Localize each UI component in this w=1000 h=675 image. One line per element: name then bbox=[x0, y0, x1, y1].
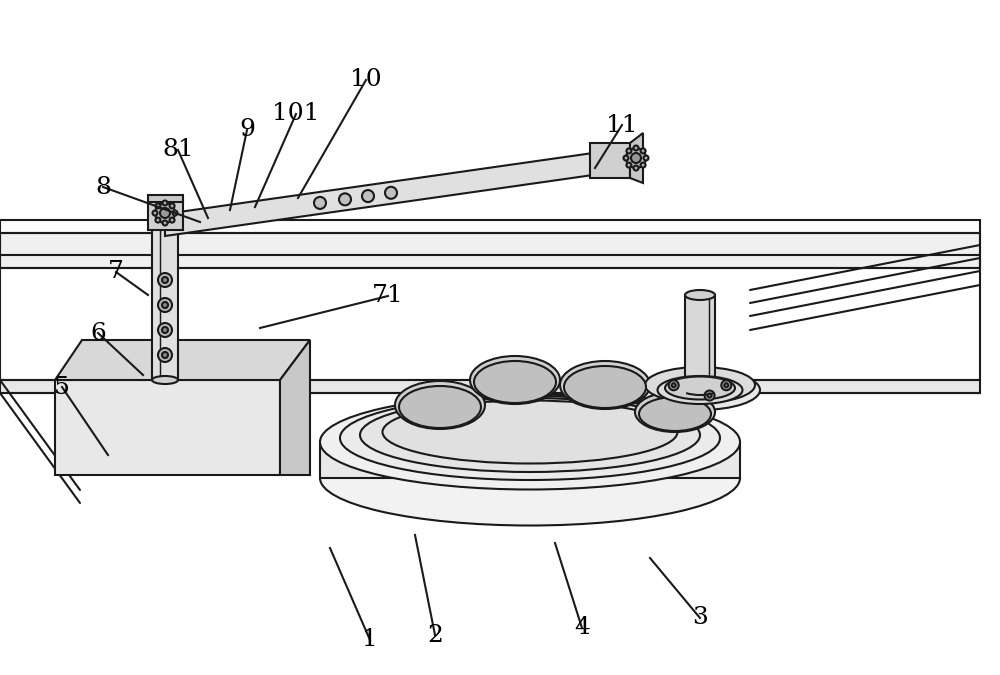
Ellipse shape bbox=[640, 370, 760, 410]
Text: 5: 5 bbox=[54, 375, 70, 398]
Circle shape bbox=[641, 163, 646, 167]
Circle shape bbox=[162, 277, 168, 283]
Polygon shape bbox=[590, 143, 630, 178]
Ellipse shape bbox=[320, 394, 740, 489]
Circle shape bbox=[160, 208, 170, 218]
Circle shape bbox=[634, 146, 639, 151]
Circle shape bbox=[721, 380, 731, 390]
Ellipse shape bbox=[645, 367, 755, 403]
Circle shape bbox=[162, 327, 168, 333]
Text: 81: 81 bbox=[162, 138, 194, 161]
Circle shape bbox=[162, 221, 168, 225]
Circle shape bbox=[339, 193, 351, 205]
Ellipse shape bbox=[685, 380, 715, 390]
Ellipse shape bbox=[152, 196, 178, 204]
Circle shape bbox=[385, 187, 397, 199]
Text: 101: 101 bbox=[272, 103, 320, 126]
Polygon shape bbox=[280, 340, 310, 475]
Text: 7: 7 bbox=[108, 261, 124, 284]
Circle shape bbox=[170, 217, 175, 223]
Polygon shape bbox=[320, 442, 740, 478]
Circle shape bbox=[162, 200, 168, 205]
Polygon shape bbox=[148, 200, 183, 230]
Circle shape bbox=[669, 380, 679, 390]
Circle shape bbox=[644, 155, 648, 161]
Circle shape bbox=[314, 197, 326, 209]
Circle shape bbox=[631, 153, 641, 163]
Ellipse shape bbox=[665, 377, 735, 400]
Circle shape bbox=[362, 190, 374, 202]
Text: 6: 6 bbox=[90, 321, 106, 344]
Ellipse shape bbox=[395, 381, 485, 429]
Ellipse shape bbox=[474, 361, 556, 403]
Text: 9: 9 bbox=[239, 119, 255, 142]
Circle shape bbox=[158, 273, 172, 287]
Circle shape bbox=[708, 394, 712, 398]
Ellipse shape bbox=[685, 290, 715, 300]
Circle shape bbox=[158, 348, 172, 362]
Ellipse shape bbox=[382, 400, 678, 464]
Ellipse shape bbox=[564, 366, 646, 408]
Polygon shape bbox=[148, 195, 183, 202]
Polygon shape bbox=[0, 233, 980, 268]
Text: 8: 8 bbox=[95, 176, 111, 198]
Circle shape bbox=[162, 302, 168, 308]
Circle shape bbox=[705, 391, 715, 400]
Circle shape bbox=[158, 323, 172, 337]
Text: 11: 11 bbox=[606, 113, 638, 136]
Circle shape bbox=[170, 203, 175, 209]
Ellipse shape bbox=[360, 398, 700, 472]
Text: 10: 10 bbox=[350, 68, 382, 92]
Circle shape bbox=[162, 352, 168, 358]
Ellipse shape bbox=[340, 396, 720, 480]
Circle shape bbox=[155, 203, 160, 209]
Ellipse shape bbox=[399, 386, 481, 428]
Circle shape bbox=[155, 217, 160, 223]
Text: 3: 3 bbox=[692, 607, 708, 630]
Circle shape bbox=[158, 298, 172, 312]
Ellipse shape bbox=[470, 356, 560, 404]
Text: 1: 1 bbox=[362, 628, 378, 651]
Ellipse shape bbox=[560, 361, 650, 409]
Circle shape bbox=[173, 211, 178, 215]
Polygon shape bbox=[152, 200, 178, 380]
Circle shape bbox=[624, 155, 629, 161]
Circle shape bbox=[641, 148, 646, 153]
Ellipse shape bbox=[658, 376, 742, 404]
Text: 2: 2 bbox=[427, 624, 443, 647]
Ellipse shape bbox=[320, 431, 740, 526]
Circle shape bbox=[634, 165, 639, 171]
Polygon shape bbox=[55, 340, 310, 380]
Polygon shape bbox=[165, 152, 600, 236]
Polygon shape bbox=[630, 133, 643, 183]
Text: 71: 71 bbox=[372, 284, 404, 308]
Circle shape bbox=[672, 383, 676, 387]
Circle shape bbox=[626, 148, 631, 153]
Circle shape bbox=[155, 203, 175, 223]
Ellipse shape bbox=[152, 376, 178, 384]
Polygon shape bbox=[0, 380, 980, 393]
Polygon shape bbox=[55, 380, 280, 475]
Circle shape bbox=[152, 211, 158, 215]
Polygon shape bbox=[685, 295, 715, 385]
Text: 4: 4 bbox=[574, 616, 590, 639]
Circle shape bbox=[626, 163, 631, 167]
Ellipse shape bbox=[635, 392, 715, 432]
Ellipse shape bbox=[639, 397, 711, 431]
Circle shape bbox=[626, 148, 646, 168]
Circle shape bbox=[724, 383, 728, 387]
